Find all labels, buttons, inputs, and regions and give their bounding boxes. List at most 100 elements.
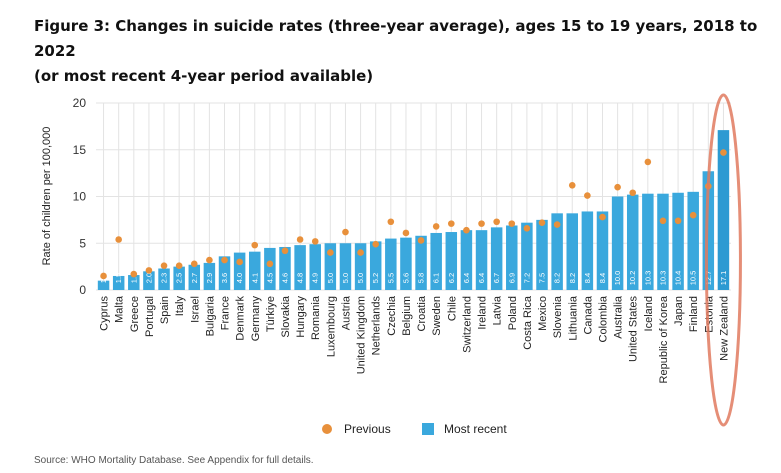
bar (309, 244, 321, 290)
previous-dot (206, 256, 213, 264)
x-category-label: Belgium (401, 296, 413, 336)
previous-dot (659, 217, 667, 225)
bar-value-label: 1.5 (114, 273, 123, 283)
bar-value-label: 10.5 (689, 271, 698, 286)
x-category-label: Latvia (492, 295, 504, 325)
previous-dot (720, 149, 727, 156)
x-category-label: Switzerland (461, 296, 473, 353)
x-category-label: Lithuania (567, 295, 579, 341)
title-line-1: Figure 3: Changes in suicide rates (thre… (34, 17, 758, 60)
previous-dot (447, 220, 455, 227)
bar-value-label: 5.0 (341, 273, 350, 283)
bar (294, 245, 306, 290)
bar-value-label: 4.1 (250, 273, 259, 283)
bar (596, 211, 609, 290)
x-category-label: Croatia (416, 295, 428, 331)
previous-dot (130, 270, 138, 278)
bar-value-label: 1.6 (129, 273, 138, 283)
bar (143, 271, 155, 290)
x-category-label: United Kingdom (356, 296, 368, 374)
previous-dot (614, 183, 621, 191)
previous-dot (372, 240, 380, 248)
bar (385, 238, 397, 290)
x-category-label: Denmark (235, 296, 247, 341)
bar (279, 246, 291, 290)
bar (717, 130, 730, 290)
x-category-label: Chile (446, 296, 458, 321)
x-category-label: Portugal (144, 296, 156, 337)
x-category-label: United States (628, 296, 640, 363)
x-category-label: Australia (613, 295, 625, 339)
previous-dot (523, 224, 531, 232)
previous-dot (478, 220, 485, 227)
x-category-label: Japan (673, 296, 685, 326)
bar-value-label: 10.3 (643, 271, 652, 286)
previous-dot (311, 238, 319, 245)
bar-value-label: 7.2 (522, 273, 531, 283)
bar (445, 232, 458, 290)
x-category-label: Spain (159, 296, 171, 324)
bar (233, 252, 246, 290)
previous-dot (508, 220, 516, 227)
bar (97, 280, 110, 290)
bar-value-label: 8.4 (583, 273, 592, 283)
bar-value-label: 6.7 (492, 273, 501, 283)
y-tick-label: 15 (73, 143, 87, 157)
bar (521, 222, 533, 290)
legend-most-recent-marker (422, 423, 434, 435)
x-category-label: France (220, 296, 232, 330)
bar-value-label: 4.5 (265, 273, 274, 283)
bar (626, 194, 639, 290)
bar-value-label: 4.9 (311, 273, 320, 283)
bar (642, 193, 654, 290)
bar (702, 171, 715, 290)
bar (173, 266, 185, 290)
previous-dot (100, 272, 107, 280)
bar-value-label: 2.3 (160, 273, 169, 283)
bar (475, 230, 488, 290)
x-category-label: Germany (250, 296, 262, 342)
bar-value-label: 5.6 (401, 273, 410, 283)
bar (581, 211, 594, 290)
previous-dot (281, 247, 289, 255)
y-tick-label: 20 (73, 96, 87, 110)
previous-dot (568, 181, 576, 189)
x-category-label: Romania (310, 295, 322, 340)
y-tick-label: 10 (73, 190, 87, 204)
previous-dot (160, 262, 168, 269)
bar-value-label: 5.0 (326, 273, 335, 283)
bar (506, 225, 518, 290)
legend-previous-label: Previous (344, 422, 391, 436)
bar-value-label: 10.3 (658, 271, 667, 286)
bar-value-label: 10.4 (674, 271, 683, 286)
x-category-label: Cyprus (99, 296, 111, 331)
x-category-label: Austria (340, 295, 352, 330)
bar (611, 196, 624, 290)
bar-value-label: 3.6 (220, 273, 229, 283)
previous-dot (689, 211, 697, 219)
previous-dot (266, 260, 274, 268)
bar-value-label: 5.0 (356, 273, 365, 283)
x-category-label: Iceland (643, 296, 655, 331)
title-line-2: (or most recent 4-year period available) (34, 67, 374, 85)
bar (657, 193, 669, 290)
x-category-label: Israel (189, 296, 201, 323)
previous-dot (417, 237, 425, 244)
bar-value-label: 7.5 (538, 273, 547, 283)
chart-title: Figure 3: Changes in suicide rates (thre… (34, 14, 774, 89)
x-category-label: Slovakia (280, 295, 292, 337)
bar-value-label: 2.5 (175, 273, 184, 283)
previous-dot (221, 256, 228, 264)
x-category-label: Mexico (537, 296, 549, 331)
bar-value-label: 8.2 (568, 273, 577, 283)
x-category-label: Costa Rica (522, 295, 534, 350)
bar-value-label: 2.0 (144, 273, 153, 283)
previous-dot (296, 236, 304, 243)
bar-value-label: 6.4 (462, 273, 471, 283)
legend-previous-marker (322, 424, 332, 434)
bar-value-label: 6.2 (447, 273, 456, 283)
bar (369, 241, 382, 290)
bar (203, 262, 216, 290)
previous-dot (644, 158, 652, 166)
